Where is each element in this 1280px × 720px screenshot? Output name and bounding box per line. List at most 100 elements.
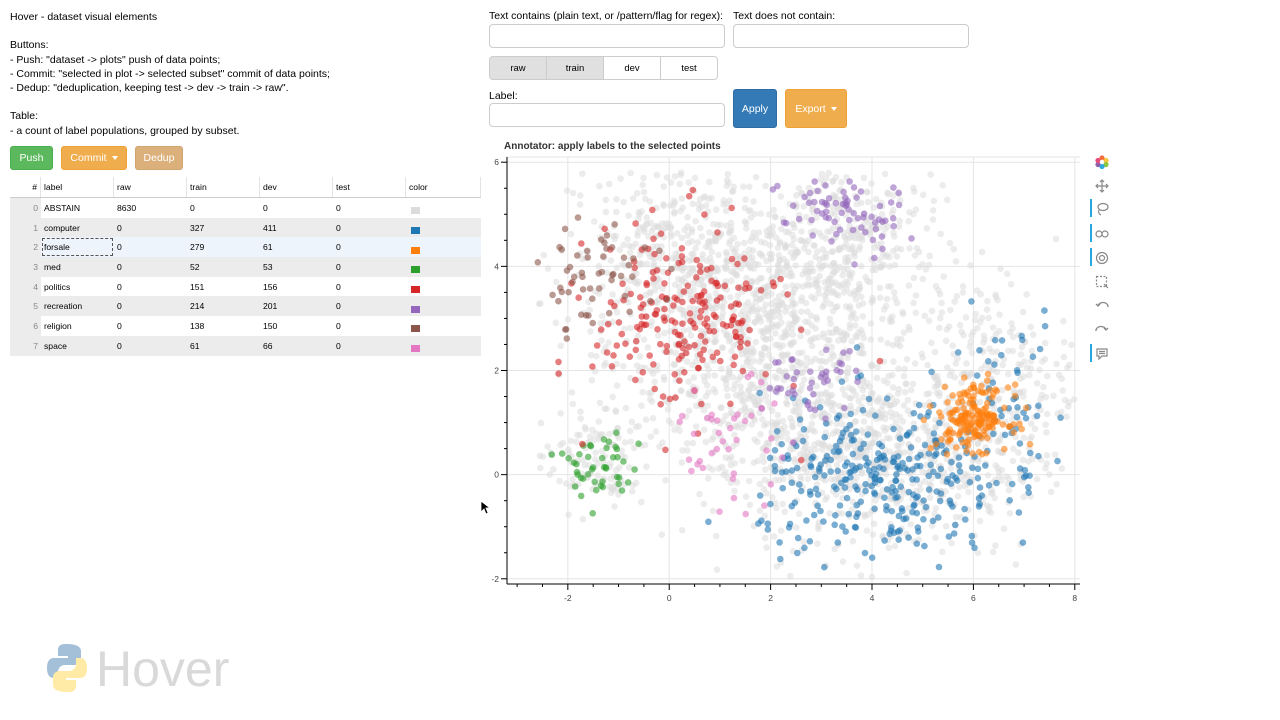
data-point[interactable]	[775, 252, 783, 259]
data-point[interactable]	[921, 402, 928, 409]
data-point[interactable]	[636, 259, 644, 267]
data-point[interactable]	[574, 431, 581, 439]
data-point[interactable]	[576, 451, 583, 458]
data-point[interactable]	[622, 404, 630, 412]
data-point[interactable]	[737, 373, 744, 380]
data-point[interactable]	[923, 390, 930, 398]
data-point[interactable]	[992, 331, 1000, 338]
data-point[interactable]	[1041, 307, 1048, 314]
data-point[interactable]	[892, 411, 900, 418]
data-point[interactable]	[659, 393, 667, 400]
data-point[interactable]	[688, 226, 696, 233]
data-point[interactable]	[761, 387, 769, 394]
data-point[interactable]	[565, 449, 573, 457]
data-point[interactable]	[638, 498, 645, 506]
data-point[interactable]	[760, 422, 768, 429]
data-point[interactable]	[797, 450, 804, 458]
data-point[interactable]	[911, 360, 919, 367]
data-point[interactable]	[637, 377, 644, 384]
data-point[interactable]	[569, 189, 577, 197]
table-row[interactable]: 0 ABSTAIN 8630 0 0 0	[10, 198, 481, 218]
data-point[interactable]	[789, 288, 797, 296]
data-point[interactable]	[860, 440, 867, 448]
data-point[interactable]	[573, 460, 580, 468]
data-point[interactable]	[943, 326, 951, 333]
data-point[interactable]	[889, 313, 896, 320]
data-point[interactable]	[587, 351, 595, 359]
data-point[interactable]	[558, 288, 566, 296]
data-point[interactable]	[846, 178, 853, 185]
data-point[interactable]	[872, 225, 880, 233]
data-point[interactable]	[811, 198, 818, 206]
data-point[interactable]	[756, 492, 764, 499]
data-point[interactable]	[772, 330, 779, 337]
data-point[interactable]	[904, 407, 912, 414]
data-point[interactable]	[591, 478, 598, 486]
data-point[interactable]	[1021, 466, 1029, 474]
data-point[interactable]	[847, 410, 854, 418]
data-point[interactable]	[927, 461, 934, 469]
data-point[interactable]	[942, 523, 950, 530]
data-point[interactable]	[607, 460, 614, 467]
data-point[interactable]	[936, 291, 944, 298]
data-point[interactable]	[593, 352, 600, 360]
data-point[interactable]	[697, 313, 704, 321]
data-point[interactable]	[774, 262, 782, 269]
data-point[interactable]	[905, 323, 912, 331]
data-point[interactable]	[813, 214, 820, 221]
data-point[interactable]	[852, 322, 859, 329]
data-point[interactable]	[907, 444, 915, 451]
data-point[interactable]	[573, 438, 580, 446]
data-point[interactable]	[993, 348, 1001, 356]
data-point[interactable]	[857, 262, 865, 270]
data-point[interactable]	[959, 439, 967, 446]
label-cell[interactable]: ABSTAIN	[44, 202, 81, 213]
bokeh-logo-icon[interactable]	[1094, 154, 1110, 170]
data-point[interactable]	[968, 349, 976, 357]
data-point[interactable]	[1019, 539, 1027, 546]
data-point[interactable]	[805, 248, 812, 256]
data-point[interactable]	[854, 378, 861, 385]
data-point[interactable]	[852, 295, 860, 303]
data-point[interactable]	[719, 437, 726, 445]
data-point[interactable]	[603, 444, 610, 452]
data-point[interactable]	[890, 358, 897, 365]
data-point[interactable]	[644, 344, 652, 351]
data-point[interactable]	[943, 450, 951, 458]
data-point[interactable]	[743, 358, 751, 366]
data-point[interactable]	[843, 494, 851, 502]
data-point[interactable]	[742, 493, 750, 501]
data-point[interactable]	[936, 497, 944, 505]
data-point[interactable]	[896, 217, 904, 225]
dev-cell[interactable]: 201	[263, 301, 278, 312]
data-point[interactable]	[652, 311, 660, 318]
data-point[interactable]	[984, 370, 992, 378]
data-point[interactable]	[984, 472, 992, 479]
data-point[interactable]	[741, 417, 749, 425]
data-point[interactable]	[834, 474, 841, 482]
data-point[interactable]	[653, 171, 661, 179]
data-point[interactable]	[703, 382, 711, 389]
data-point[interactable]	[826, 443, 834, 451]
train-cell[interactable]: 52	[190, 261, 200, 272]
data-point[interactable]	[931, 452, 938, 460]
data-point[interactable]	[1028, 347, 1036, 355]
data-point[interactable]	[836, 502, 844, 509]
train-cell[interactable]: 279	[190, 242, 205, 253]
data-point[interactable]	[794, 534, 802, 542]
data-point[interactable]	[965, 410, 972, 417]
data-point[interactable]	[849, 243, 856, 250]
data-point[interactable]	[952, 474, 959, 482]
data-point[interactable]	[760, 458, 768, 466]
data-point[interactable]	[598, 312, 606, 320]
data-point[interactable]	[678, 195, 686, 202]
data-point[interactable]	[929, 216, 937, 223]
data-point[interactable]	[586, 285, 594, 292]
data-point[interactable]	[724, 170, 732, 178]
data-point[interactable]	[680, 327, 688, 334]
data-point[interactable]	[978, 382, 985, 390]
data-point[interactable]	[900, 372, 908, 380]
data-point[interactable]	[630, 255, 637, 262]
data-point[interactable]	[721, 263, 728, 271]
data-point[interactable]	[968, 539, 976, 546]
